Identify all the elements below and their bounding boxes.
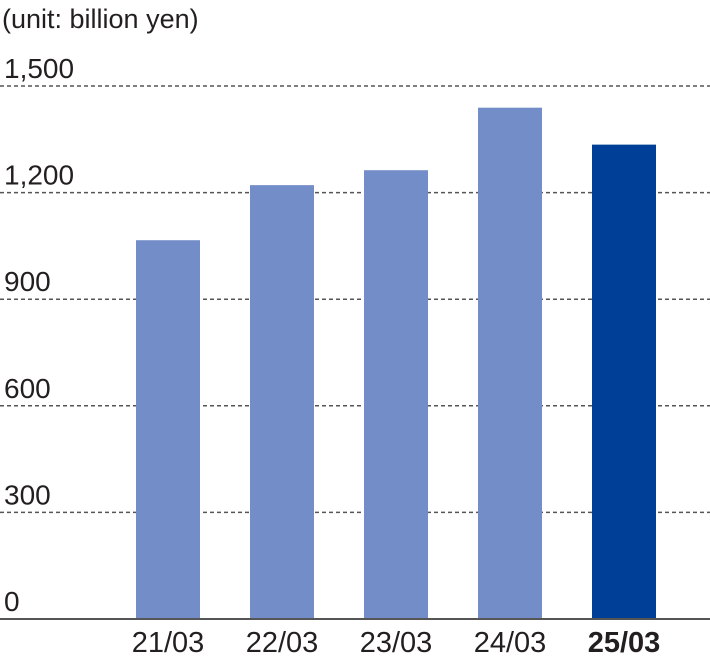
bar-25-03 xyxy=(592,144,656,619)
y-axis-tick-labels: 0 300 600 900 1,200 1,500 xyxy=(4,53,74,617)
y-tick-label: 900 xyxy=(4,266,51,297)
x-category-label: 25/03 xyxy=(588,627,661,659)
x-category-label: 23/03 xyxy=(360,627,433,659)
bar-22-03 xyxy=(250,185,314,619)
x-category-label: 22/03 xyxy=(246,627,319,659)
y-tick-label: 1,200 xyxy=(4,160,74,191)
x-axis-category-labels: 21/03 22/03 23/03 24/03 25/03 xyxy=(132,627,661,659)
y-tick-label: 1,500 xyxy=(4,53,74,84)
x-category-label: 24/03 xyxy=(474,627,547,659)
y-tick-label: 600 xyxy=(4,373,51,404)
bar-23-03 xyxy=(364,170,428,620)
bars xyxy=(136,107,656,620)
unit-label: (unit: billion yen) xyxy=(2,4,199,34)
gridlines xyxy=(0,85,710,514)
bar-21-03 xyxy=(136,240,200,619)
y-tick-label: 300 xyxy=(4,479,51,510)
bar-24-03 xyxy=(478,107,542,620)
x-category-label: 21/03 xyxy=(132,627,205,659)
y-tick-label: 0 xyxy=(4,586,20,617)
